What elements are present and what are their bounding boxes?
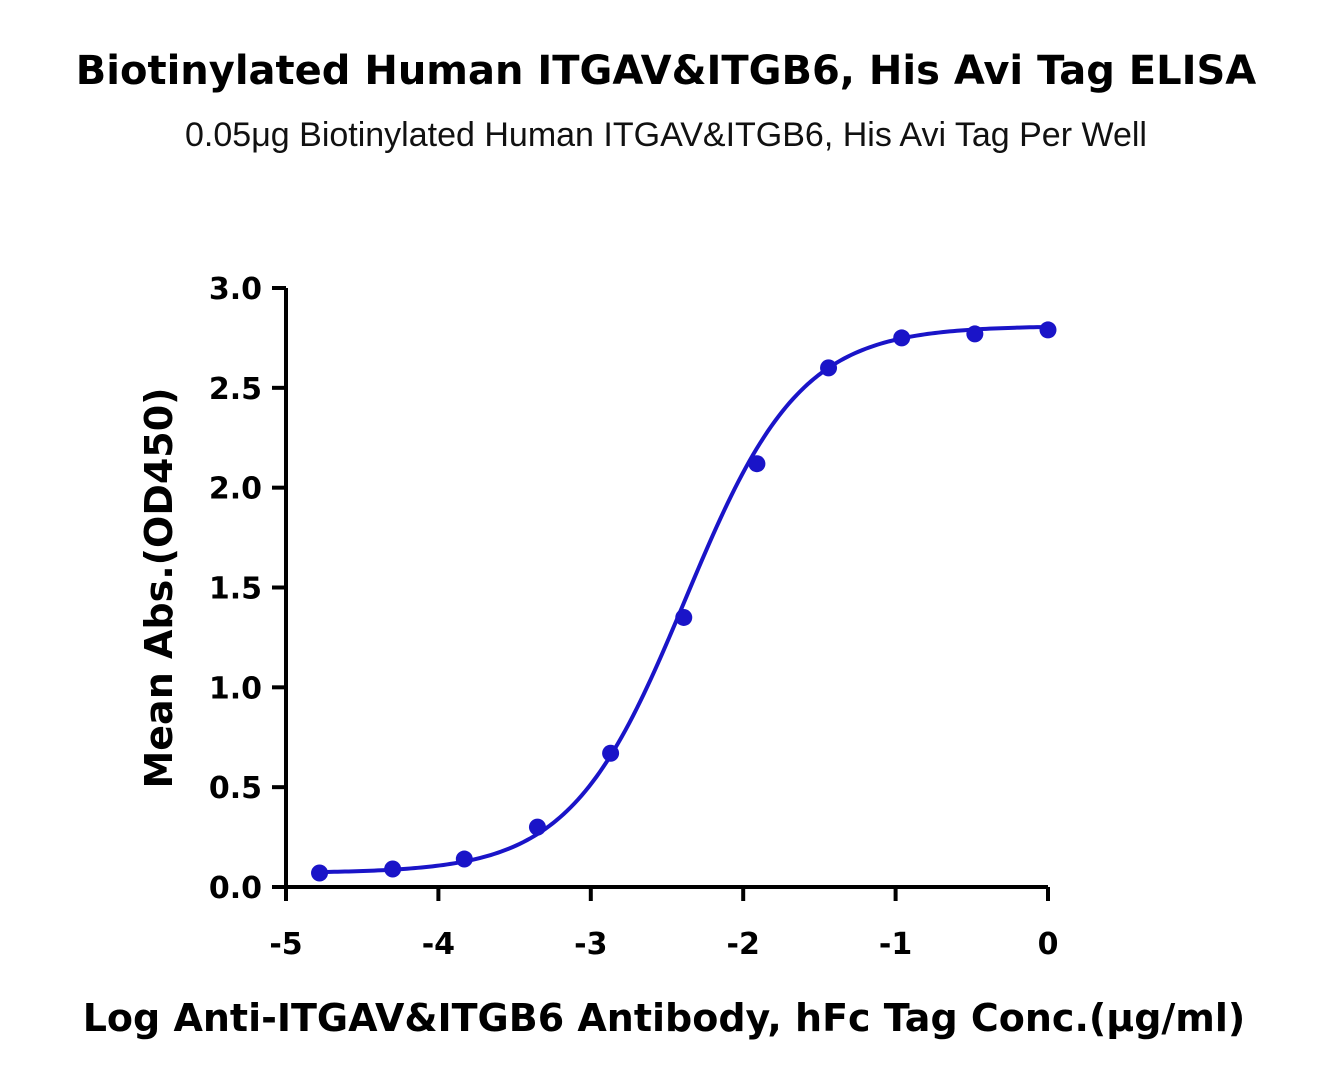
y-tick-label: 0.5 <box>209 771 262 806</box>
data-point <box>893 329 911 347</box>
data-point <box>455 850 473 868</box>
data-points-layer <box>311 321 1057 882</box>
data-point <box>820 359 838 377</box>
x-tick-label: -3 <box>574 927 607 962</box>
y-tick-label: 0.0 <box>209 871 262 906</box>
y-tick-label: 3.0 <box>209 272 262 307</box>
y-tick-label: 2.0 <box>209 472 262 507</box>
x-tick-label: -5 <box>269 927 302 962</box>
chart-title: Biotinylated Human ITGAV&ITGB6, His Avi … <box>75 48 1257 94</box>
y-tick-label: 1.5 <box>209 572 262 607</box>
x-tick-label: -1 <box>879 927 912 962</box>
chart-subtitle: 0.05μg Biotinylated Human ITGAV&ITGB6, H… <box>185 116 1147 154</box>
y-axis: 0.0 0.5 1.0 1.5 2.0 2.5 3.0 <box>209 272 288 906</box>
data-point <box>675 608 693 626</box>
data-point <box>528 818 546 836</box>
x-axis-title: Log Anti-ITGAV&ITGB6 Antibody, hFc Tag C… <box>83 996 1246 1040</box>
data-point <box>966 325 984 343</box>
fit-curve-layer <box>319 324 1049 875</box>
fit-curve <box>319 324 1049 875</box>
y-axis-title: Mean Abs.(OD450) <box>137 387 181 788</box>
y-tick-label: 1.0 <box>209 671 262 706</box>
x-axis: -5 -4 -3 -2 -1 0 <box>269 885 1059 962</box>
x-tick-label: -2 <box>727 927 760 962</box>
x-tick-label: -4 <box>422 927 455 962</box>
data-point <box>602 744 620 762</box>
data-point <box>748 455 766 473</box>
data-point <box>311 864 329 882</box>
x-tick-label: 0 <box>1038 927 1059 962</box>
data-point <box>384 860 402 878</box>
y-tick-label: 2.5 <box>209 372 262 407</box>
data-point <box>1039 321 1057 339</box>
